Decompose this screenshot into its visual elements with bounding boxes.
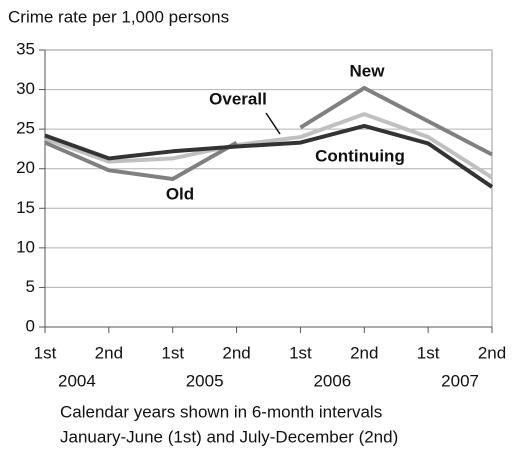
x-tick-label: 1st: [161, 343, 184, 362]
y-tick-label: 15: [16, 198, 35, 217]
plot-frame: [44, 49, 493, 328]
x-tick-label: 2nd: [350, 343, 378, 362]
x-tick-label: 1st: [289, 343, 312, 362]
series-line: [44, 140, 238, 182]
series-label: Overall: [209, 89, 267, 108]
series-label: Old: [166, 184, 194, 203]
y-tick-label: 20: [16, 158, 35, 177]
x-axis-label: January-June (1st) and July-December (2n…: [60, 427, 398, 446]
series-line: [44, 123, 494, 189]
series-line: [44, 112, 494, 180]
x-tick-label: 2nd: [95, 343, 123, 362]
y-tick-label: 25: [16, 119, 35, 138]
year-label: 2005: [186, 371, 224, 390]
year-label: 2007: [441, 371, 479, 390]
y-tick-label: 0: [26, 316, 35, 335]
y-tick-label: 5: [26, 277, 35, 296]
chart-title: Crime rate per 1,000 persons: [8, 7, 229, 26]
leader-line: [265, 112, 281, 135]
x-tick-label: 1st: [417, 343, 440, 362]
series-label: Continuing: [315, 146, 405, 165]
series-label: New: [350, 61, 386, 80]
series-line: [299, 85, 493, 157]
y-tick-label: 10: [16, 237, 35, 256]
x-tick-label: 1st: [34, 343, 57, 362]
x-axis-label: Calendar years shown in 6-month interval…: [60, 402, 382, 421]
y-tick-label: 35: [16, 39, 35, 58]
year-label: 2006: [313, 371, 351, 390]
year-label: 2004: [58, 371, 96, 390]
x-tick-label: 2nd: [478, 343, 506, 362]
x-tick-label: 2nd: [222, 343, 250, 362]
y-tick-label: 30: [16, 79, 35, 98]
